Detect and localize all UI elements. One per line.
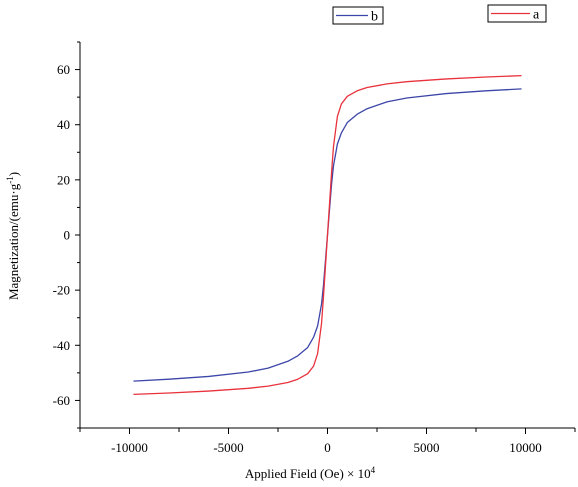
y-tick-label: -20 (53, 283, 70, 298)
legend-a-label: a (533, 8, 540, 23)
series-a-line (133, 74, 522, 396)
y-tick-label: 40 (57, 117, 70, 132)
y-tick-label: -40 (53, 338, 70, 353)
x-tick-label: 10000 (509, 440, 542, 455)
y-tick-label: 0 (64, 228, 71, 243)
x-tick-label: -10000 (111, 440, 148, 455)
y-tick-label: -60 (53, 393, 70, 408)
x-axis-title: Applied Field (Oe) × 104 (245, 465, 376, 481)
y-tick-label: 20 (57, 172, 70, 187)
legend-b-label: b (371, 10, 378, 25)
x-tick-label: -5000 (213, 440, 243, 455)
x-tick-label: 0 (324, 440, 331, 455)
legend-b: b (332, 6, 384, 25)
plot-area (133, 74, 522, 396)
x-tick-label: 5000 (414, 440, 440, 455)
y-axis-title: Magnetization/(emu·g-1) (5, 172, 21, 300)
legend-a: a (487, 4, 547, 23)
ticks: -60 -40 -20 0 20 40 60 -10000 -5000 0 5000 10000 (53, 41, 576, 455)
y-tick-label: 60 (57, 62, 70, 77)
